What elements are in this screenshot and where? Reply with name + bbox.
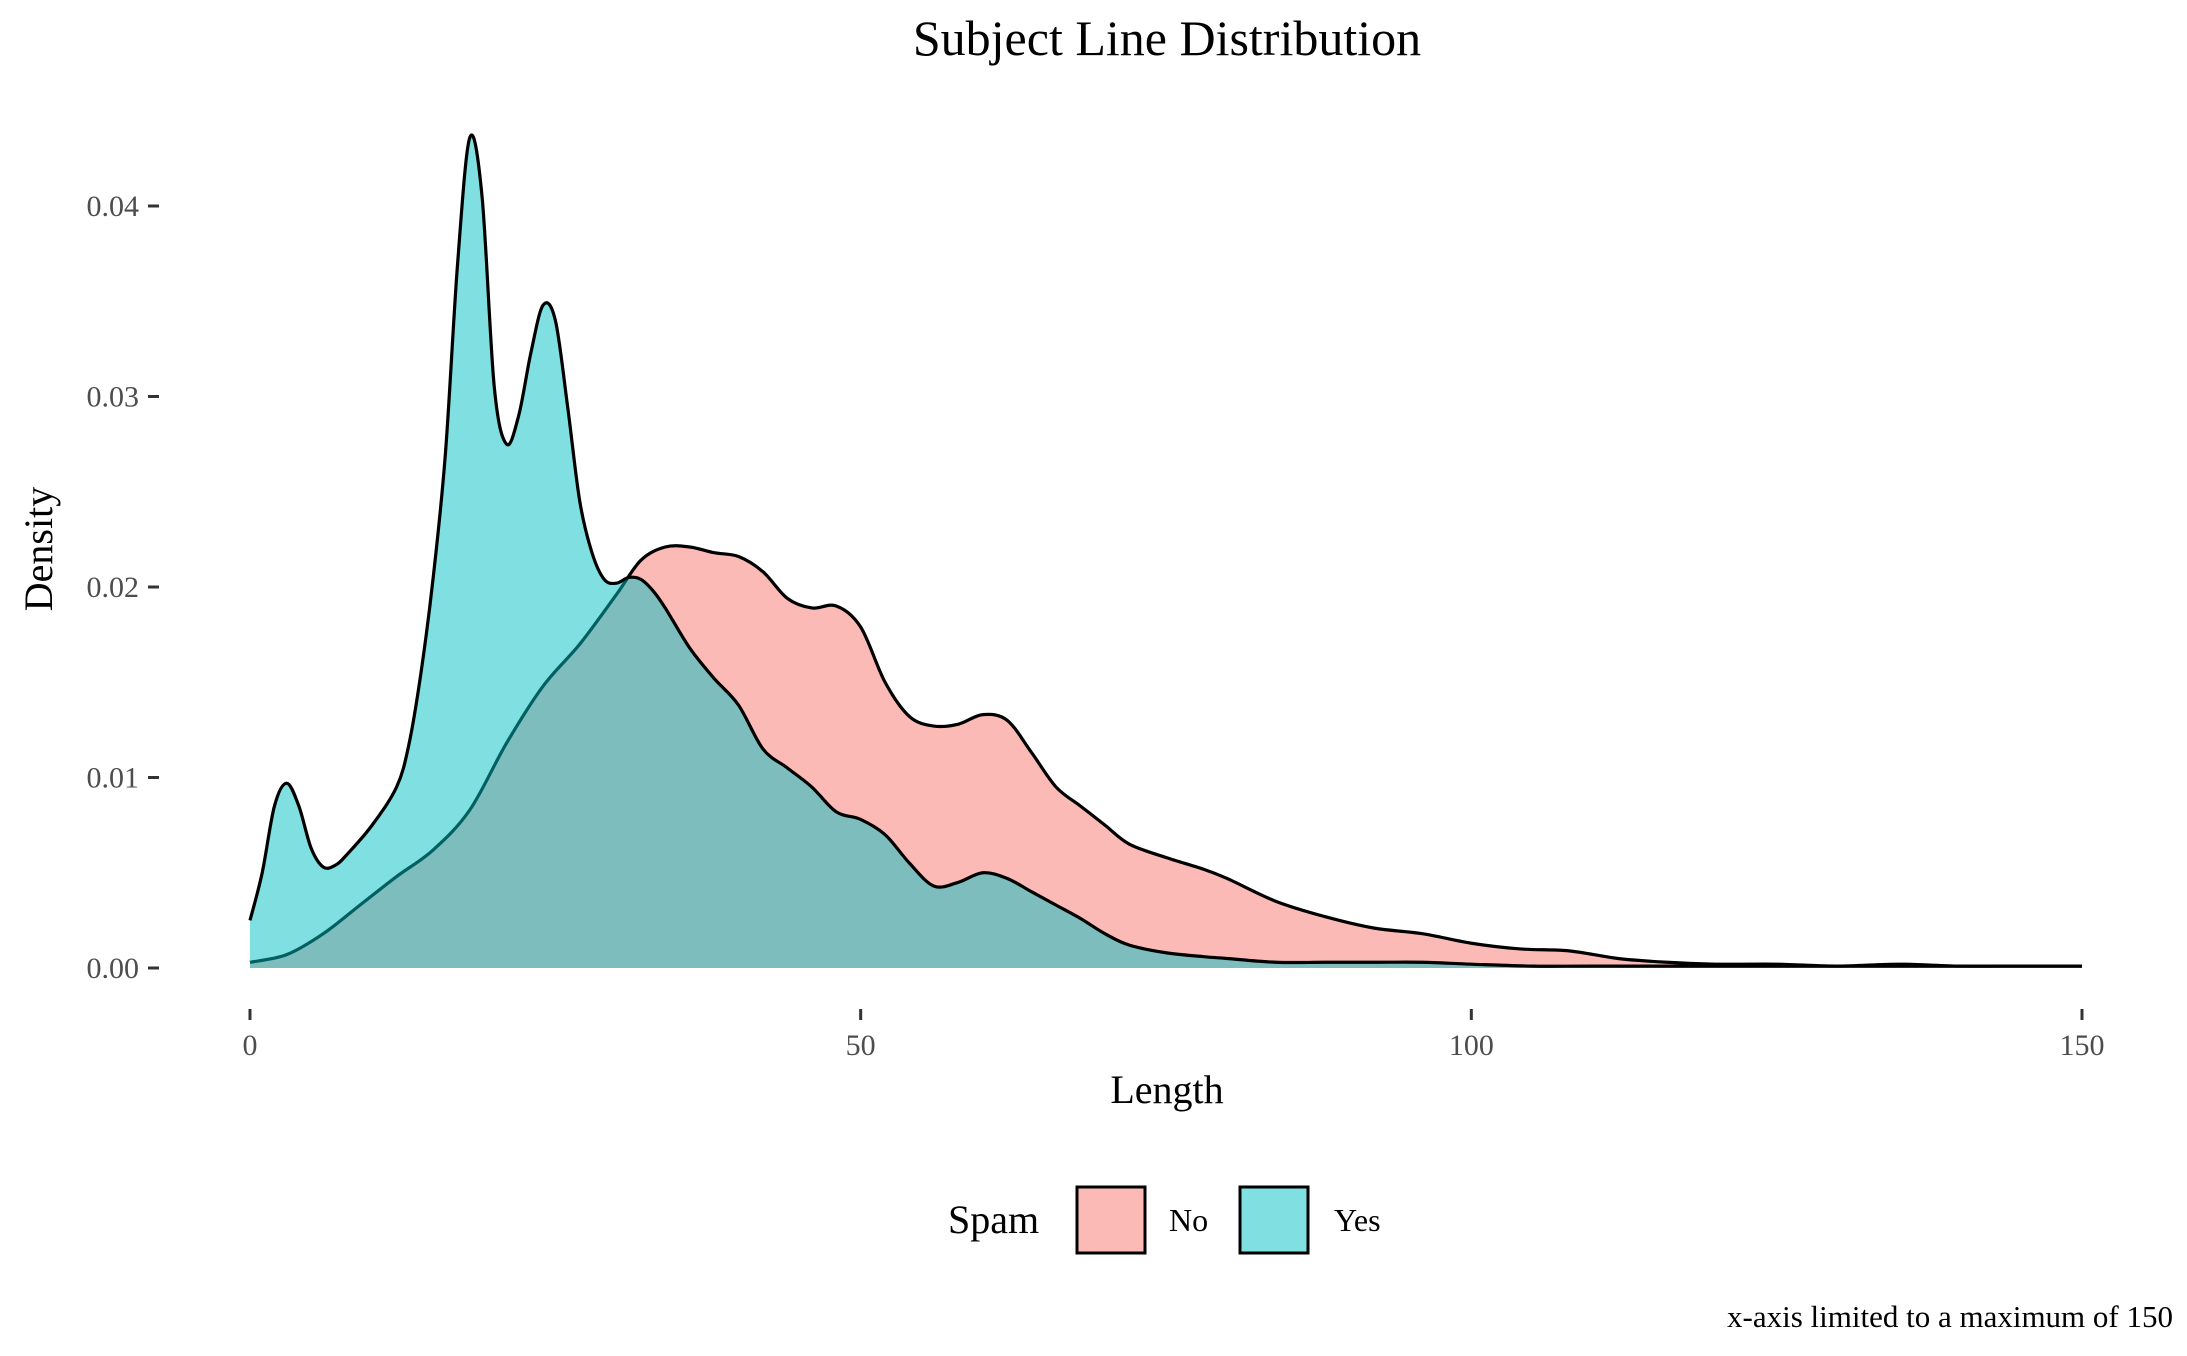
chart-title: Subject Line Distribution: [913, 10, 1421, 66]
x-tick-label-2: 100: [1449, 1029, 1494, 1062]
y-tick-label-2: 0.02: [87, 571, 140, 604]
legend-label-no: No: [1169, 1202, 1208, 1238]
legend-title: Spam: [948, 1197, 1039, 1242]
y-axis: 0.00 0.01 0.02 0.03 0.04: [87, 190, 159, 985]
legend: Spam No Yes: [948, 1185, 1381, 1255]
y-axis-title: Density: [16, 487, 61, 611]
x-axis: 0 50 100 150: [243, 1009, 2105, 1062]
chart-caption: x-axis limited to a maximum of 150: [1727, 1299, 2173, 1334]
x-tick-label-1: 50: [846, 1029, 876, 1062]
legend-label-yes: Yes: [1334, 1202, 1381, 1238]
y-tick-label-0: 0.00: [87, 952, 140, 985]
y-tick-label-1: 0.01: [87, 762, 140, 795]
y-tick-label-4: 0.04: [87, 190, 140, 223]
x-axis-title: Length: [1110, 1067, 1223, 1112]
x-tick-label-0: 0: [243, 1029, 258, 1062]
plot-area: [248, 133, 2082, 968]
density-area-yes: [250, 135, 2082, 968]
density-line-yes: [248, 133, 2082, 968]
x-tick-label-3: 150: [2060, 1029, 2105, 1062]
legend-swatch-yes: [1238, 1185, 1310, 1255]
legend-swatch-no: [1075, 1185, 1147, 1255]
y-tick-label-3: 0.03: [87, 381, 140, 414]
